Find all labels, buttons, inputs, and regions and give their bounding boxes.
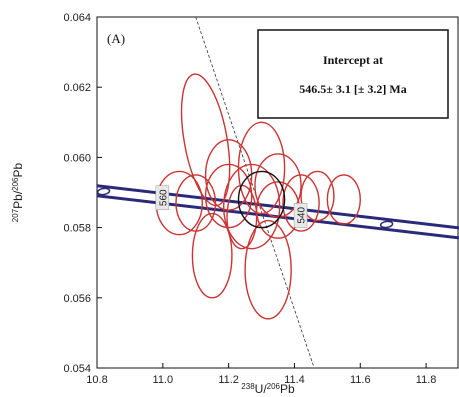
x-tick-label: 11.6 [350,374,371,386]
x-axis-label: 238U/206Pb [241,382,295,397]
x-tick-label: 11.4 [284,374,305,386]
y-tick-label: 0.056 [63,293,91,305]
concordia-label-bg [155,185,170,211]
x-tick-label: 10.8 [86,374,107,386]
intercept-box: Intercept at 546.5± 3.1 [± 3.2] Ma [257,29,449,119]
axis-ticks: 10.8 11.0 11.2 11.4 11.6 11.8 0.054 0.056 0.058 0… [63,12,436,386]
error-ellipse [254,153,302,218]
error-ellipse [191,212,233,299]
error-ellipse [237,170,286,229]
concordia-label-bg [293,203,308,228]
y-axis-label: 207Pb/206Pb [11,162,26,222]
error-ellipses [155,73,361,320]
concordia-age-label: 560 [158,189,169,206]
y-tick-label: 0.054 [63,363,91,375]
error-ellipse [204,163,253,229]
concordia-age-label: 540 [297,207,308,224]
y-tick-label: 0.058 [63,223,91,235]
error-ellipse [300,170,335,222]
error-ellipse [226,184,258,250]
concordia-age-labels: 560 540 [155,185,308,228]
panel-label: (A) [107,31,125,46]
y-tick-label: 0.062 [63,82,91,94]
error-ellipse [222,163,281,250]
y-tick-label: 0.064 [63,12,91,24]
intercept-title: Intercept at [323,53,383,67]
intercept-value: 546.5± 3.1 [± 3.2] Ma [299,82,407,96]
error-ellipse [282,174,320,232]
error-ellipse [204,139,253,211]
concordia-age-marker [97,187,111,196]
x-tick-label: 11.8 [416,374,437,386]
x-tick-label: 11.2 [218,374,239,386]
y-tick-label: 0.060 [63,152,91,164]
error-ellipse [326,174,361,225]
concordia-age-marker [379,220,394,229]
error-ellipse [244,219,292,320]
x-tick-label: 11.0 [153,374,174,386]
